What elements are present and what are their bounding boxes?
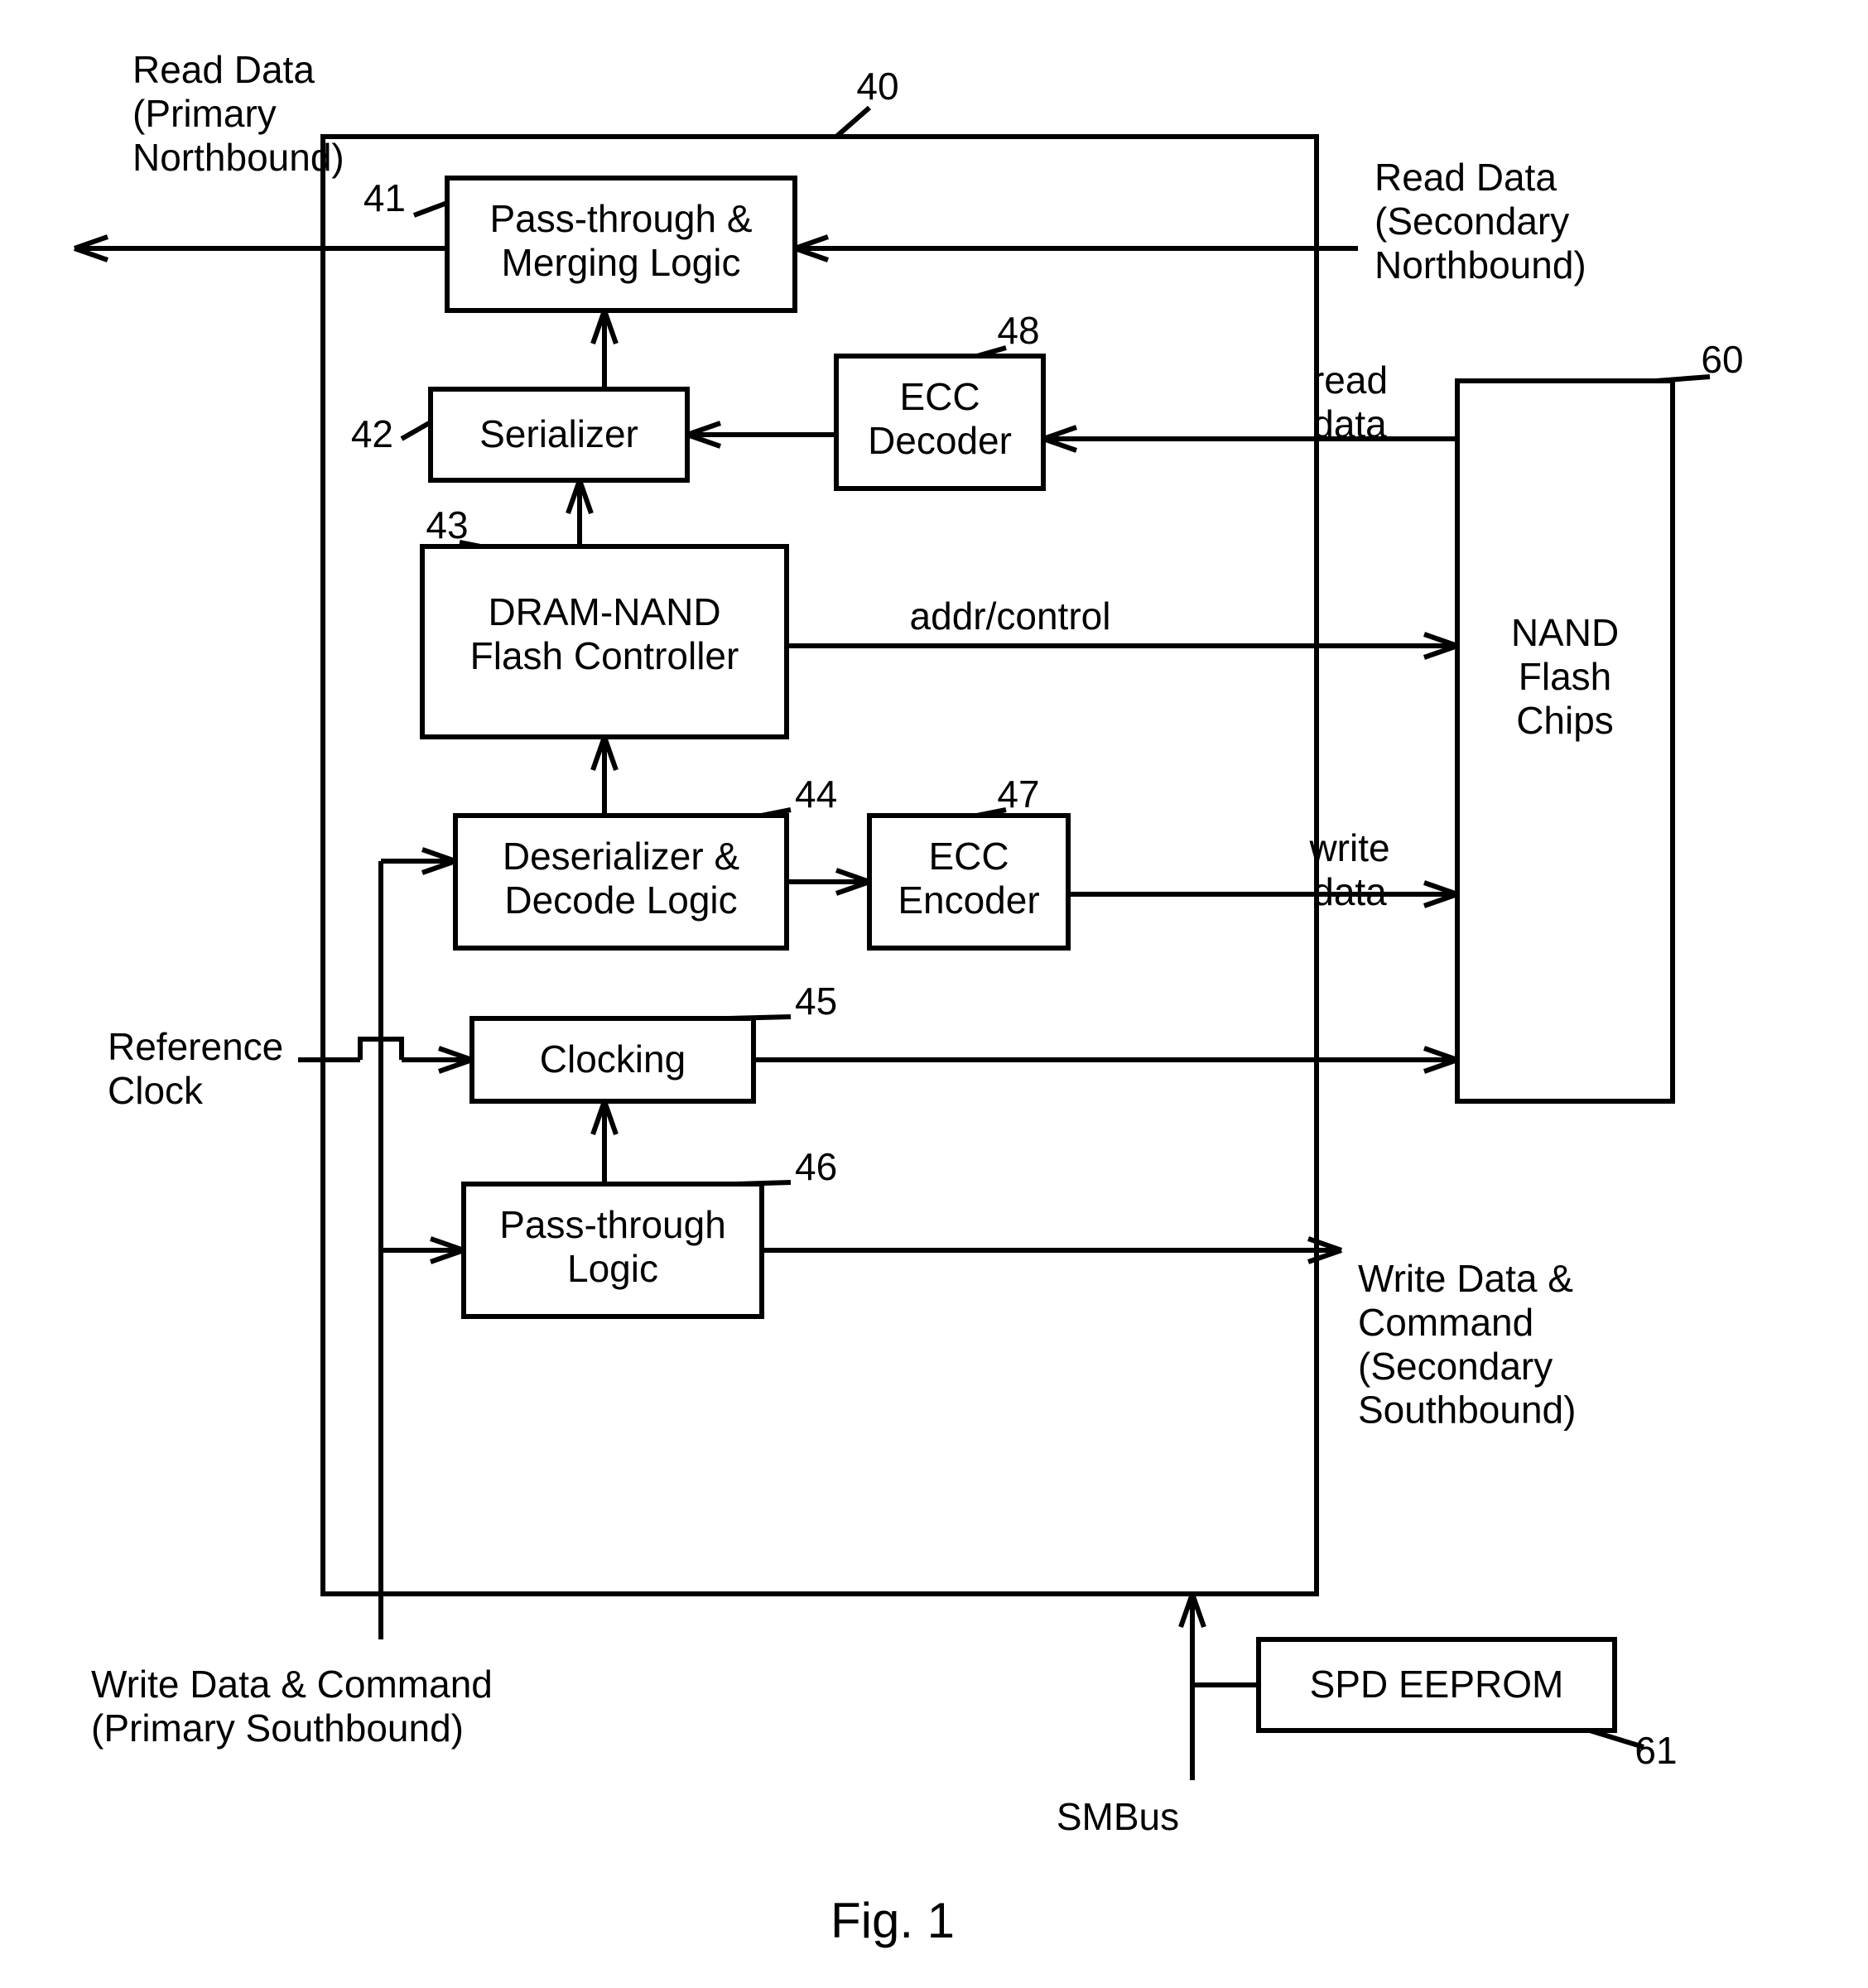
num-41: 41 (363, 176, 406, 219)
read-primary-label: Northbound) (132, 136, 344, 179)
num-48: 48 (997, 309, 1039, 352)
spd-label: SPD EEPROM (1310, 1663, 1564, 1706)
pass-through-label: Pass-through (499, 1203, 726, 1246)
tick-46 (737, 1182, 791, 1184)
addr-ctrl-label: addr/control (910, 594, 1111, 638)
serializer-label: Serializer (479, 412, 638, 455)
nand-label: Chips (1516, 699, 1614, 742)
write-secondary-label: Southbound) (1358, 1389, 1576, 1432)
pass-merge-label: Pass-through & (489, 197, 752, 240)
ecc-encoder-label: Encoder (898, 878, 1039, 922)
read-secondary-label: Northbound) (1375, 243, 1586, 286)
read-primary-label: (Primary (132, 92, 277, 135)
deserializer-label: Decode Logic (504, 878, 737, 922)
read-primary-label: Read Data (132, 48, 315, 91)
num-60: 60 (1701, 338, 1743, 381)
deserializer-label: Deserializer & (503, 835, 739, 878)
pass-merge-label: Merging Logic (502, 241, 741, 284)
ref-clock-label: Reference (108, 1025, 283, 1068)
figure-caption: Fig. 1 (830, 1893, 955, 1948)
write-secondary-label: Write Data & (1358, 1257, 1573, 1300)
ref-clock-label: Clock (108, 1069, 204, 1112)
clocking-label: Clocking (540, 1037, 686, 1081)
smbus-label: SMBus (1057, 1795, 1179, 1838)
write-secondary-label: Command (1358, 1301, 1533, 1344)
write-data-label: data (1312, 870, 1387, 913)
read-secondary-label: (Secondary (1375, 200, 1569, 243)
read-secondary-label: Read Data (1375, 156, 1557, 199)
num-43: 43 (426, 503, 468, 546)
read-data-label: read (1312, 359, 1388, 402)
num-42: 42 (351, 412, 393, 455)
ecc-decoder-label: Decoder (868, 419, 1012, 462)
write-data-label: write (1308, 826, 1389, 869)
num-61: 61 (1634, 1729, 1677, 1772)
num-44: 44 (795, 773, 837, 816)
ecc-encoder-label: ECC (928, 835, 1009, 878)
write-primary-label: (Primary Southbound) (91, 1706, 464, 1750)
dram-nand-label: DRAM-NAND (488, 590, 720, 633)
dram-nand-label: Flash Controller (470, 634, 739, 677)
nand-label: NAND (1511, 611, 1619, 654)
ecc-decoder-label: ECC (899, 375, 980, 418)
tick-45 (729, 1017, 791, 1018)
num-45: 45 (795, 980, 837, 1023)
num-40: 40 (856, 65, 898, 108)
write-primary-label: Write Data & Command (91, 1663, 493, 1706)
pass-through-label: Logic (567, 1247, 658, 1290)
nand-label: Flash (1519, 655, 1611, 698)
tick-40 (836, 108, 869, 137)
num-46: 46 (795, 1145, 837, 1188)
write-secondary-label: (Secondary (1358, 1345, 1553, 1388)
